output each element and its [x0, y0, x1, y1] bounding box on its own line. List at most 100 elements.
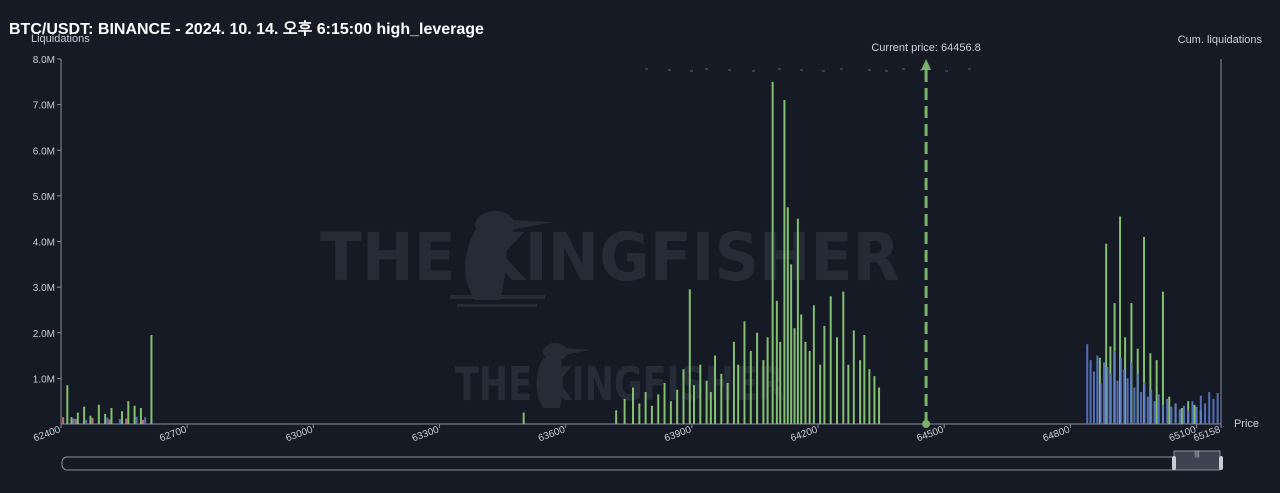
bar-blue: [1153, 401, 1156, 424]
bar-blue: [72, 418, 75, 424]
bar-red: [125, 418, 128, 424]
kingfisher-logo-icon: [450, 211, 553, 307]
top-dot: [668, 69, 671, 71]
bar-green: [650, 405, 653, 424]
bar-green: [615, 410, 618, 424]
top-dot: [868, 69, 871, 71]
watermark: THE KINGFISHER THE KINGFISHER: [320, 211, 900, 411]
bar-green: [638, 403, 641, 424]
bar-green: [139, 408, 142, 424]
bar-blue: [85, 419, 88, 424]
bar-blue: [1136, 373, 1139, 424]
bar-blue: [1109, 373, 1112, 424]
bar-blue: [1195, 406, 1198, 424]
bar-blue: [1123, 369, 1126, 424]
bar-green: [804, 341, 807, 424]
bar-green: [766, 337, 769, 424]
bar-green: [749, 351, 752, 424]
x-ticks: 62400 62700 63000 63300 63600 63900 64200 64500…: [32, 424, 1222, 444]
bar-blue: [1178, 409, 1181, 424]
bar-green: [133, 405, 136, 424]
bar-green: [709, 392, 712, 424]
current-price-arrow-icon: [921, 59, 932, 70]
bar-green: [1161, 291, 1164, 424]
bar-blue: [1161, 404, 1164, 424]
bar-green: [726, 382, 729, 424]
bar-green: [800, 314, 803, 424]
bar-blue: [1116, 380, 1119, 424]
bar-green: [863, 335, 866, 424]
bar-green: [1193, 404, 1196, 424]
bar-blue: [1212, 398, 1215, 424]
x-tick-label: 63000: [284, 424, 314, 444]
bar-green: [104, 413, 107, 424]
bar-blue: [1166, 398, 1169, 424]
bar-green: [663, 382, 666, 424]
bar-green: [743, 321, 746, 424]
bar-red: [108, 419, 111, 424]
bar-green: [720, 373, 723, 424]
bar-blue: [1126, 378, 1129, 424]
y-tick-label: 5.0M: [33, 192, 55, 203]
bar-blue: [135, 416, 138, 424]
top-dot: [705, 68, 708, 70]
bar-green: [835, 337, 838, 424]
slider-handle-left[interactable]: [1172, 456, 1176, 470]
bar-green: [1119, 216, 1122, 424]
bar-green: [83, 406, 86, 424]
bar-green: [786, 207, 789, 424]
top-dot: [752, 70, 755, 72]
slider-grip[interactable]: |||: [1194, 451, 1200, 458]
bar-green: [868, 369, 871, 424]
x-tick-label: 64200: [789, 424, 819, 444]
bar-blue: [106, 417, 109, 424]
bar-blue: [1191, 401, 1194, 424]
bar-green: [127, 401, 130, 424]
bar-blue: [1199, 395, 1202, 424]
y-tick-label: 2.0M: [33, 329, 55, 340]
kingfisher-logo-small-icon: [536, 343, 590, 408]
bar-blue: [1119, 357, 1122, 424]
y-axis-label: Liquidations: [31, 33, 90, 45]
bar-blue: [1129, 362, 1132, 424]
x-tick-label: 63900: [663, 424, 693, 444]
current-price-dot: [922, 420, 931, 428]
y-ticks: 8.0M 7.0M 6.0M 5.0M 4.0M 3.0M 2.0M 1.0M: [33, 55, 61, 385]
top-dot: [778, 68, 781, 70]
bar-green: [699, 364, 702, 424]
x-tick-label: 64800: [1042, 424, 1072, 444]
bar-blue: [1140, 392, 1143, 424]
watermark-text-small: THE KINGFISHER: [455, 357, 785, 411]
bar-green: [1149, 353, 1152, 424]
bar-blue: [1086, 344, 1089, 424]
bar-blue: [1216, 392, 1219, 424]
bar-green: [676, 389, 679, 424]
bar-green: [762, 360, 765, 424]
bar-blue: [1157, 394, 1160, 424]
bar-green: [819, 364, 822, 424]
bar-green: [859, 360, 862, 424]
bar-green: [682, 369, 685, 424]
slider-track[interactable]: [61, 456, 1223, 471]
bar-green: [771, 81, 774, 424]
top-dot: [728, 69, 731, 71]
bar-blue: [1208, 392, 1211, 424]
bar-green: [796, 218, 799, 424]
top-dot: [690, 70, 693, 72]
bar-green: [150, 335, 153, 424]
slider-handle-right[interactable]: [1219, 456, 1223, 470]
bar-green: [623, 398, 626, 424]
bar-green: [1105, 243, 1108, 424]
bar-blue: [1146, 396, 1149, 424]
x-tick-label: 62400: [32, 424, 62, 444]
bar-red: [62, 417, 65, 424]
range-slider[interactable]: |||: [61, 450, 1223, 471]
bar-blue: [1103, 362, 1106, 424]
bar-green: [808, 351, 811, 424]
bar-blue: [1150, 389, 1153, 424]
bar-green: [644, 392, 647, 424]
bar-green: [76, 412, 79, 424]
top-dot: [645, 68, 648, 70]
bar-blue: [1096, 355, 1099, 424]
